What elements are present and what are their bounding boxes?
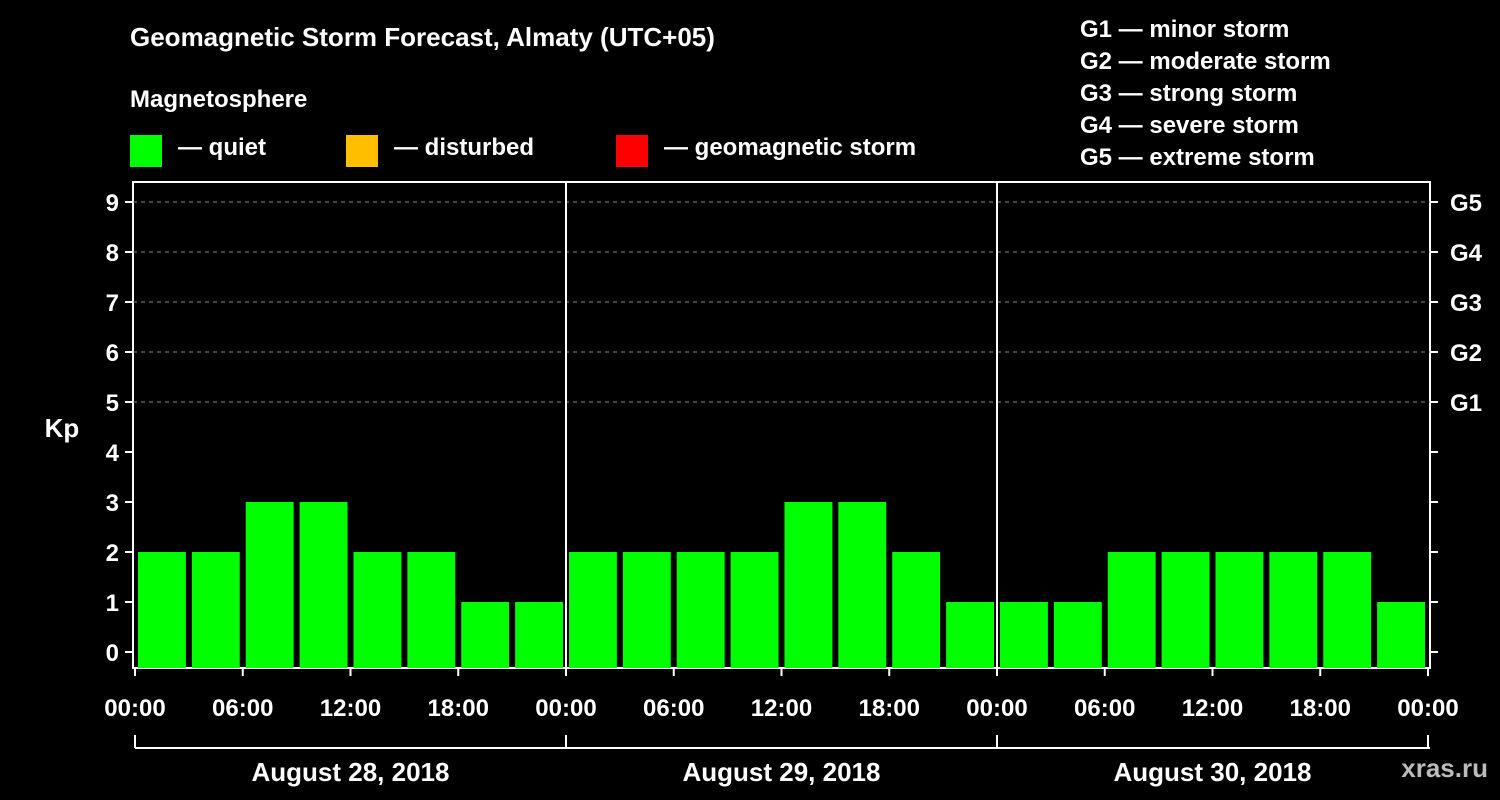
bar-9 (622, 552, 671, 668)
bar-0 (138, 552, 186, 668)
brand-watermark: xras.ru (1401, 753, 1488, 783)
right-axis-label-g5: G5 (1450, 190, 1482, 217)
storm-level-g1: G1 — minor storm (1080, 16, 1290, 43)
x-tick-label-6: 12:00 (751, 695, 812, 722)
legend-swatch-quiet (130, 135, 162, 167)
y-tick-label-9: 9 (106, 190, 119, 217)
bar-6 (461, 602, 510, 668)
right-axis-label-g4: G4 (1450, 240, 1483, 267)
bar-18 (1107, 552, 1156, 668)
bar-7 (515, 602, 563, 668)
bar-23 (1377, 602, 1425, 668)
x-tick-label-5: 06:00 (643, 695, 704, 722)
x-tick-label-8: 00:00 (966, 695, 1027, 722)
storm-level-g2: G2 — moderate storm (1080, 48, 1331, 75)
storm-level-g3: G3 — strong storm (1080, 80, 1298, 107)
legend-label-storm: — geomagnetic storm (664, 134, 917, 161)
x-tick-label-3: 18:00 (428, 695, 489, 722)
legend-label-quiet: — quiet (178, 134, 266, 161)
bar-16 (1000, 602, 1048, 668)
right-axis-label-g3: G3 (1450, 290, 1482, 317)
day-label-2: August 30, 2018 (1114, 757, 1312, 787)
bar-20 (1215, 552, 1264, 668)
bar-15 (946, 602, 994, 668)
legend-swatch-storm (616, 135, 648, 167)
right-axis-label-g1: G1 (1450, 390, 1482, 417)
bar-13 (838, 502, 887, 668)
bar-4 (353, 552, 402, 668)
bar-5 (407, 552, 456, 668)
y-tick-label-8: 8 (106, 240, 119, 267)
bar-19 (1161, 552, 1210, 668)
bar-8 (569, 552, 617, 668)
bar-21 (1269, 552, 1318, 668)
bar-17 (1053, 602, 1102, 668)
y-tick-label-5: 5 (106, 390, 119, 417)
bar-3 (299, 502, 348, 668)
storm-level-g4: G4 — severe storm (1080, 112, 1299, 139)
bar-22 (1323, 552, 1372, 668)
day-label-0: August 28, 2018 (252, 757, 450, 787)
y-tick-label-1: 1 (106, 590, 119, 617)
bar-1 (191, 552, 240, 668)
legend-heading: Magnetosphere (130, 86, 308, 113)
right-axis-label-g2: G2 (1450, 340, 1482, 367)
x-tick-label-1: 06:00 (212, 695, 273, 722)
y-axis-label: Kp (45, 413, 80, 443)
x-tick-label-2: 12:00 (320, 695, 381, 722)
bar-11 (730, 552, 779, 668)
chart-title: Geomagnetic Storm Forecast, Almaty (UTC+… (130, 22, 715, 52)
legend-label-disturbed: — disturbed (394, 134, 535, 161)
legend-swatch-disturbed (346, 135, 378, 167)
bar-2 (245, 502, 294, 668)
storm-level-list: G1 — minor storm G2 — moderate storm G3 … (1080, 14, 1331, 174)
y-tick-label-3: 3 (106, 490, 119, 517)
y-tick-label-7: 7 (106, 290, 119, 317)
x-tick-label-7: 18:00 (859, 695, 920, 722)
bar-14 (892, 552, 941, 668)
y-tick-label-0: 0 (106, 640, 119, 667)
y-tick-label-6: 6 (106, 340, 119, 367)
y-tick-label-2: 2 (106, 540, 119, 567)
x-tick-label-12: 00:00 (1397, 695, 1458, 722)
x-tick-label-10: 12:00 (1182, 695, 1243, 722)
y-tick-label-4: 4 (106, 440, 120, 467)
storm-level-g5: G5 — extreme storm (1080, 144, 1315, 171)
bar-10 (676, 552, 725, 668)
x-tick-label-11: 18:00 (1290, 695, 1351, 722)
bar-12 (784, 502, 833, 668)
x-tick-label-0: 00:00 (104, 695, 165, 722)
x-tick-label-9: 06:00 (1074, 695, 1135, 722)
x-tick-label-4: 00:00 (535, 695, 596, 722)
day-label-1: August 29, 2018 (683, 757, 881, 787)
